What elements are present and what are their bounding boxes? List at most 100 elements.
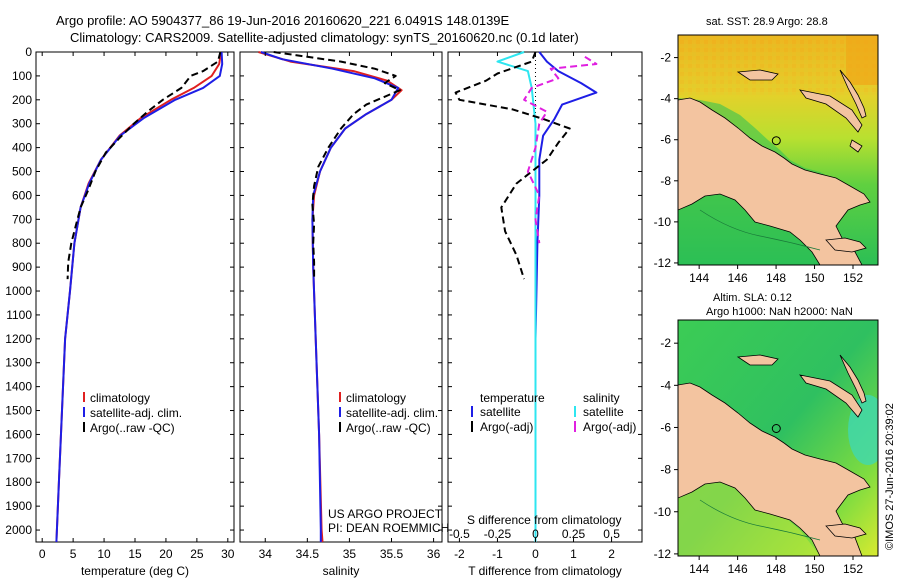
- map-x-tick-label: 152: [843, 271, 863, 285]
- depth-tick-label: 1900: [5, 499, 32, 513]
- bougainville-land: [849, 139, 863, 153]
- s-tick-label: -0.25: [484, 527, 512, 541]
- legend-salinity-header: salinity: [583, 391, 620, 405]
- copyright-stamp: ©IMOS 27-Jun-2016 20:39:02: [884, 403, 896, 550]
- map-y-tick-label: -12: [654, 547, 672, 561]
- sst-map-frame: [677, 34, 879, 266]
- legend-climatology-label: climatology: [346, 391, 406, 405]
- climatology-line: [258, 51, 403, 543]
- map-y-tick-label: -2: [660, 336, 671, 350]
- climatology-line: [55, 51, 222, 543]
- map-y-tick-label: -12: [654, 256, 672, 270]
- depth-tick-label: 800: [12, 236, 32, 250]
- depth-tick-label: 1400: [5, 380, 32, 394]
- x-tick-label: 15: [128, 547, 142, 561]
- legend-s-satellite-label: satellite: [583, 405, 624, 419]
- legend-temperature-header: temperature: [480, 391, 545, 405]
- sst-argo-marker: [771, 136, 781, 146]
- x-tick-label: 30: [221, 547, 235, 561]
- depth-tick-label: 300: [12, 117, 32, 131]
- s-tick-label: 0: [532, 527, 539, 541]
- legend-s-argo-label: Argo(-adj): [583, 420, 636, 434]
- depth-tick-label: 1500: [5, 404, 32, 418]
- s-tick-label: 0.25: [562, 527, 586, 541]
- sla-map: [678, 320, 878, 556]
- salinity-axis-label: salinity: [323, 564, 360, 578]
- sst-map-title: sat. SST: 28.9 Argo: 28.8: [706, 16, 828, 28]
- satellite-line: [260, 51, 400, 542]
- sst-warm-patch: [846, 35, 878, 85]
- x-tick-label: 0: [39, 547, 46, 561]
- t-argo-line: [454, 51, 571, 280]
- depth-tick-label: 1700: [5, 451, 32, 465]
- map-y-tick-label: -4: [660, 92, 671, 106]
- salinity-panel: 34 34.5 35 35.5 36 salinity: [239, 51, 443, 578]
- new-britain-land: [799, 89, 863, 133]
- x-tick-label: 35.5: [380, 547, 404, 561]
- map-x-tick-label: 150: [805, 271, 825, 285]
- x-tick-label: 25: [190, 547, 204, 561]
- temperature-panel: 0100200300400500600700800900100011001200…: [5, 45, 235, 578]
- satellite-line: [55, 51, 224, 543]
- x-tick-label: -1: [492, 547, 503, 561]
- legend-argo-label: Argo(..raw -QC): [90, 421, 175, 435]
- x-tick-label: 35: [343, 547, 357, 561]
- t-satellite-line: [534, 51, 598, 542]
- legend-t-argo-label: Argo(-adj): [480, 420, 533, 434]
- sla-map-axes: 144 146 148 150 152 -2 -4 -6 -8 -10 -12: [654, 336, 864, 576]
- depth-tick-label: 900: [12, 260, 32, 274]
- bathymetry-contour: [699, 499, 821, 541]
- new-britain-land: [799, 374, 863, 418]
- map-y-tick-label: -8: [660, 174, 671, 188]
- temperature-legend: climatology satellite-adj. clim. Argo(..…: [83, 391, 182, 435]
- map-x-tick-label: 146: [728, 562, 748, 576]
- map-y-tick-label: -8: [660, 463, 671, 477]
- map-y-tick-label: -6: [660, 133, 671, 147]
- depth-tick-label: 700: [12, 212, 32, 226]
- sla-map-frame: [677, 319, 879, 557]
- sst-warm-patch: [678, 35, 878, 95]
- x-tick-label: 10: [97, 547, 111, 561]
- legend-satellite-label: satellite-adj. clim.: [346, 406, 438, 420]
- argo-line: [273, 51, 401, 280]
- map-y-tick-label: -2: [660, 51, 671, 65]
- new-ireland-land: [839, 354, 867, 404]
- x-tick-label: 1: [570, 547, 577, 561]
- x-tick-label: 2: [608, 547, 615, 561]
- project-label: US ARGO PROJECT: [328, 507, 443, 521]
- plot-frame: [447, 51, 643, 543]
- map-x-tick-label: 152: [843, 562, 863, 576]
- x-tick-label: 20: [159, 547, 173, 561]
- legend-argo-label: Argo(..raw -QC): [346, 421, 431, 435]
- x-tick-label: 34.5: [296, 547, 320, 561]
- legend-t-satellite-label: satellite: [480, 405, 521, 419]
- depth-tick-label: 1600: [5, 427, 32, 441]
- bathymetry-contour: [699, 209, 821, 251]
- depth-tick-label: 600: [12, 188, 32, 202]
- map-y-tick-label: -6: [660, 420, 671, 434]
- argo-line: [66, 51, 222, 280]
- depth-tick-label: 1000: [5, 284, 32, 298]
- s-tick-label: -0.5: [449, 527, 470, 541]
- map-x-tick-label: 150: [805, 562, 825, 576]
- island-land: [736, 69, 779, 81]
- new-guinea-land: [678, 382, 871, 556]
- new-guinea-land: [678, 97, 871, 265]
- depth-tick-label: 1300: [5, 356, 32, 370]
- depth-tick-label: 2000: [5, 523, 32, 537]
- legend-climatology-label: climatology: [90, 391, 150, 405]
- figure-title-line1: Argo profile: AO 5904377_86 19-Jun-2016 …: [56, 13, 510, 28]
- depth-tick-label: 100: [12, 69, 32, 83]
- t-difference-axis-label: T difference from climatology: [468, 564, 622, 578]
- island-land: [825, 523, 867, 539]
- x-tick-label: 36: [427, 547, 441, 561]
- difference-legend: temperature salinity satellite Argo(-adj…: [471, 391, 636, 434]
- map-x-tick-label: 144: [689, 562, 709, 576]
- depth-tick-label: 1800: [5, 475, 32, 489]
- difference-panel: -2 -1 0 1 2 -0.5 -0.25 0 0.25 0.5 T difference fro…: [447, 51, 643, 578]
- x-tick-label: 0: [532, 547, 539, 561]
- figure-title-line2: Climatology: CARS2009. Satellite-adjuste…: [70, 30, 579, 45]
- island-land: [736, 354, 779, 366]
- depth-tick-label: 1100: [6, 308, 32, 322]
